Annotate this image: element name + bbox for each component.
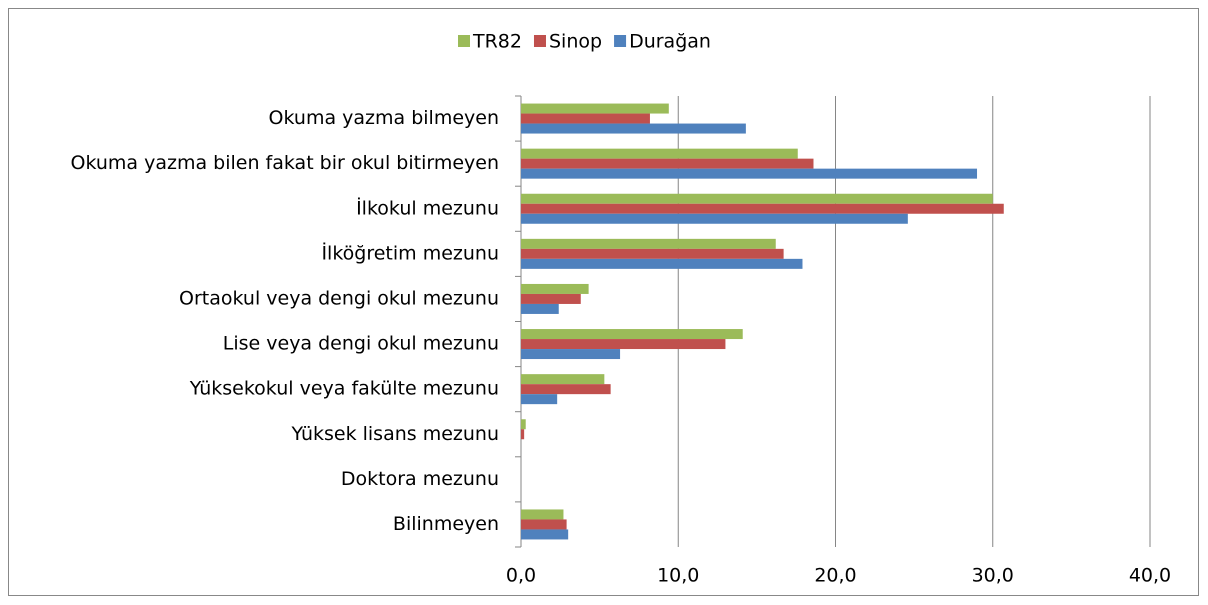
y-tick-label: İlköğretim mezunu xyxy=(321,241,499,264)
bar xyxy=(521,339,726,350)
bar xyxy=(521,303,559,314)
legend-swatch xyxy=(458,35,470,47)
y-tick-label: Ortaokul veya dengi okul mezunu xyxy=(179,287,499,309)
x-tick-label: 20,0 xyxy=(814,565,856,587)
bar xyxy=(521,283,589,294)
legend-swatch xyxy=(614,35,627,47)
y-tick-label: Yüksekokul veya fakülte mezunu xyxy=(189,378,499,400)
bar xyxy=(521,429,525,440)
bar xyxy=(521,349,621,360)
bar xyxy=(521,238,776,249)
x-tick-label: 10,0 xyxy=(657,565,699,587)
bar xyxy=(521,384,611,395)
legend-label: TR82 xyxy=(472,31,522,53)
bar xyxy=(521,258,803,269)
bar xyxy=(521,193,993,204)
legend-swatch xyxy=(533,35,546,47)
bar xyxy=(521,419,526,430)
y-tick-label: Okuma yazma bilen fakat bir okul bitirme… xyxy=(71,152,500,174)
y-tick-label: İlkokul mezunu xyxy=(356,196,499,219)
x-tick-label: 30,0 xyxy=(972,565,1014,587)
bar xyxy=(521,329,743,340)
y-tick-label: Bilinmeyen xyxy=(393,513,499,535)
legend-label: Durağan xyxy=(629,31,711,53)
x-tick-label: 0,0 xyxy=(506,565,536,587)
bar xyxy=(521,103,669,114)
bar xyxy=(521,148,798,159)
bar xyxy=(521,509,564,520)
bar xyxy=(521,374,605,385)
bar xyxy=(521,394,558,405)
bar xyxy=(521,113,650,124)
bar xyxy=(521,529,569,540)
y-tick-label: Lise veya dengi okul mezunu xyxy=(223,333,499,355)
bar xyxy=(521,248,784,259)
bar xyxy=(521,168,978,179)
bar xyxy=(521,158,814,169)
legend-label: Sinop xyxy=(549,31,602,53)
x-tick-label: 40,0 xyxy=(1129,565,1171,587)
y-tick-label: Yüksek lisans mezunu xyxy=(291,423,499,445)
bar xyxy=(521,293,581,304)
y-tick-label: Doktora mezunu xyxy=(341,468,499,490)
bar xyxy=(521,519,567,530)
y-tick-label: Okuma yazma bilmeyen xyxy=(269,107,499,129)
bar xyxy=(521,123,746,134)
bar xyxy=(521,213,908,224)
bar xyxy=(521,203,1004,214)
